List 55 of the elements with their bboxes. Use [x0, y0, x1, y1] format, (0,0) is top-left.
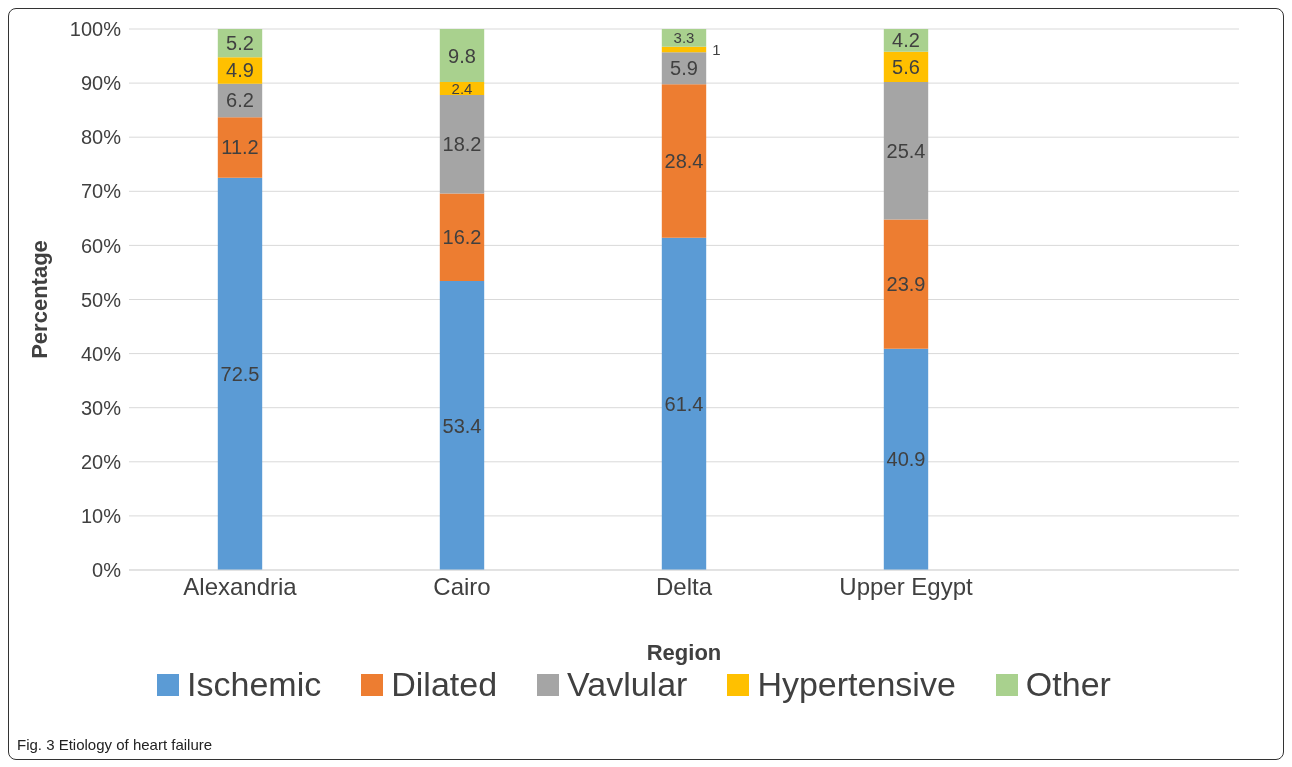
- data-label: 72.5: [220, 362, 260, 385]
- legend-label: Other: [1024, 665, 1111, 704]
- data-label: 5.9: [670, 57, 698, 80]
- bar: [661, 84, 707, 238]
- data-label: 61.4: [664, 392, 704, 415]
- bar: [439, 95, 485, 194]
- bar: [883, 219, 929, 349]
- y-tick-label: 60%: [80, 234, 122, 257]
- data-label: 11.2: [221, 136, 259, 159]
- data-label: 4.2: [892, 29, 920, 52]
- y-tick-label: 50%: [80, 288, 122, 311]
- x-tick-label: Cairo: [433, 573, 491, 601]
- legend-label: Hypertensive: [756, 665, 956, 704]
- data-label: 2.4: [451, 80, 473, 98]
- data-label: 1: [712, 41, 721, 59]
- y-tick-label: 100%: [69, 18, 122, 41]
- data-label: 16.2: [442, 226, 482, 249]
- data-label: 18.2: [442, 133, 482, 156]
- data-label: 53.4: [442, 414, 482, 437]
- y-tick-label: 70%: [80, 180, 122, 203]
- x-axis-title: Region: [646, 640, 722, 665]
- bar: [439, 29, 485, 83]
- y-tick-label: 0%: [92, 559, 122, 582]
- y-tick-label: 10%: [80, 505, 122, 527]
- legend-label: Ischemic: [186, 665, 322, 704]
- y-tick-label: 80%: [80, 126, 122, 149]
- legend-label: Dilated: [390, 665, 498, 704]
- bar: [661, 237, 707, 570]
- data-label: 23.9: [886, 273, 926, 296]
- data-label: 9.8: [448, 44, 476, 67]
- legend-label: Vavlular: [566, 665, 688, 704]
- data-label: 3.3: [673, 29, 695, 47]
- data-label: 5.2: [226, 32, 254, 55]
- data-label: 5.6: [892, 55, 920, 78]
- data-label: 28.4: [664, 150, 704, 172]
- y-axis-title: Percentage: [26, 240, 52, 359]
- data-label: 40.9: [886, 448, 926, 471]
- data-label: 6.2: [226, 89, 254, 112]
- bar: [883, 348, 929, 570]
- bar: [217, 177, 263, 570]
- data-label: 25.4: [886, 139, 926, 162]
- bar: [883, 82, 929, 220]
- y-tick-label: 40%: [80, 342, 122, 365]
- x-tick-label: Delta: [655, 573, 713, 601]
- y-tick-label: 90%: [80, 72, 122, 95]
- x-tick-label: Alexandria: [183, 573, 298, 601]
- bar: [217, 117, 263, 178]
- y-tick-label: 30%: [80, 396, 122, 419]
- data-label: 4.9: [226, 59, 254, 82]
- caption: Fig. 3 Etiology of heart failure: [17, 736, 213, 753]
- bar: [661, 46, 707, 53]
- bar: [439, 193, 485, 282]
- bar: [439, 281, 485, 570]
- x-tick-label: Upper Egypt: [839, 573, 974, 601]
- y-tick-label: 20%: [80, 450, 122, 473]
